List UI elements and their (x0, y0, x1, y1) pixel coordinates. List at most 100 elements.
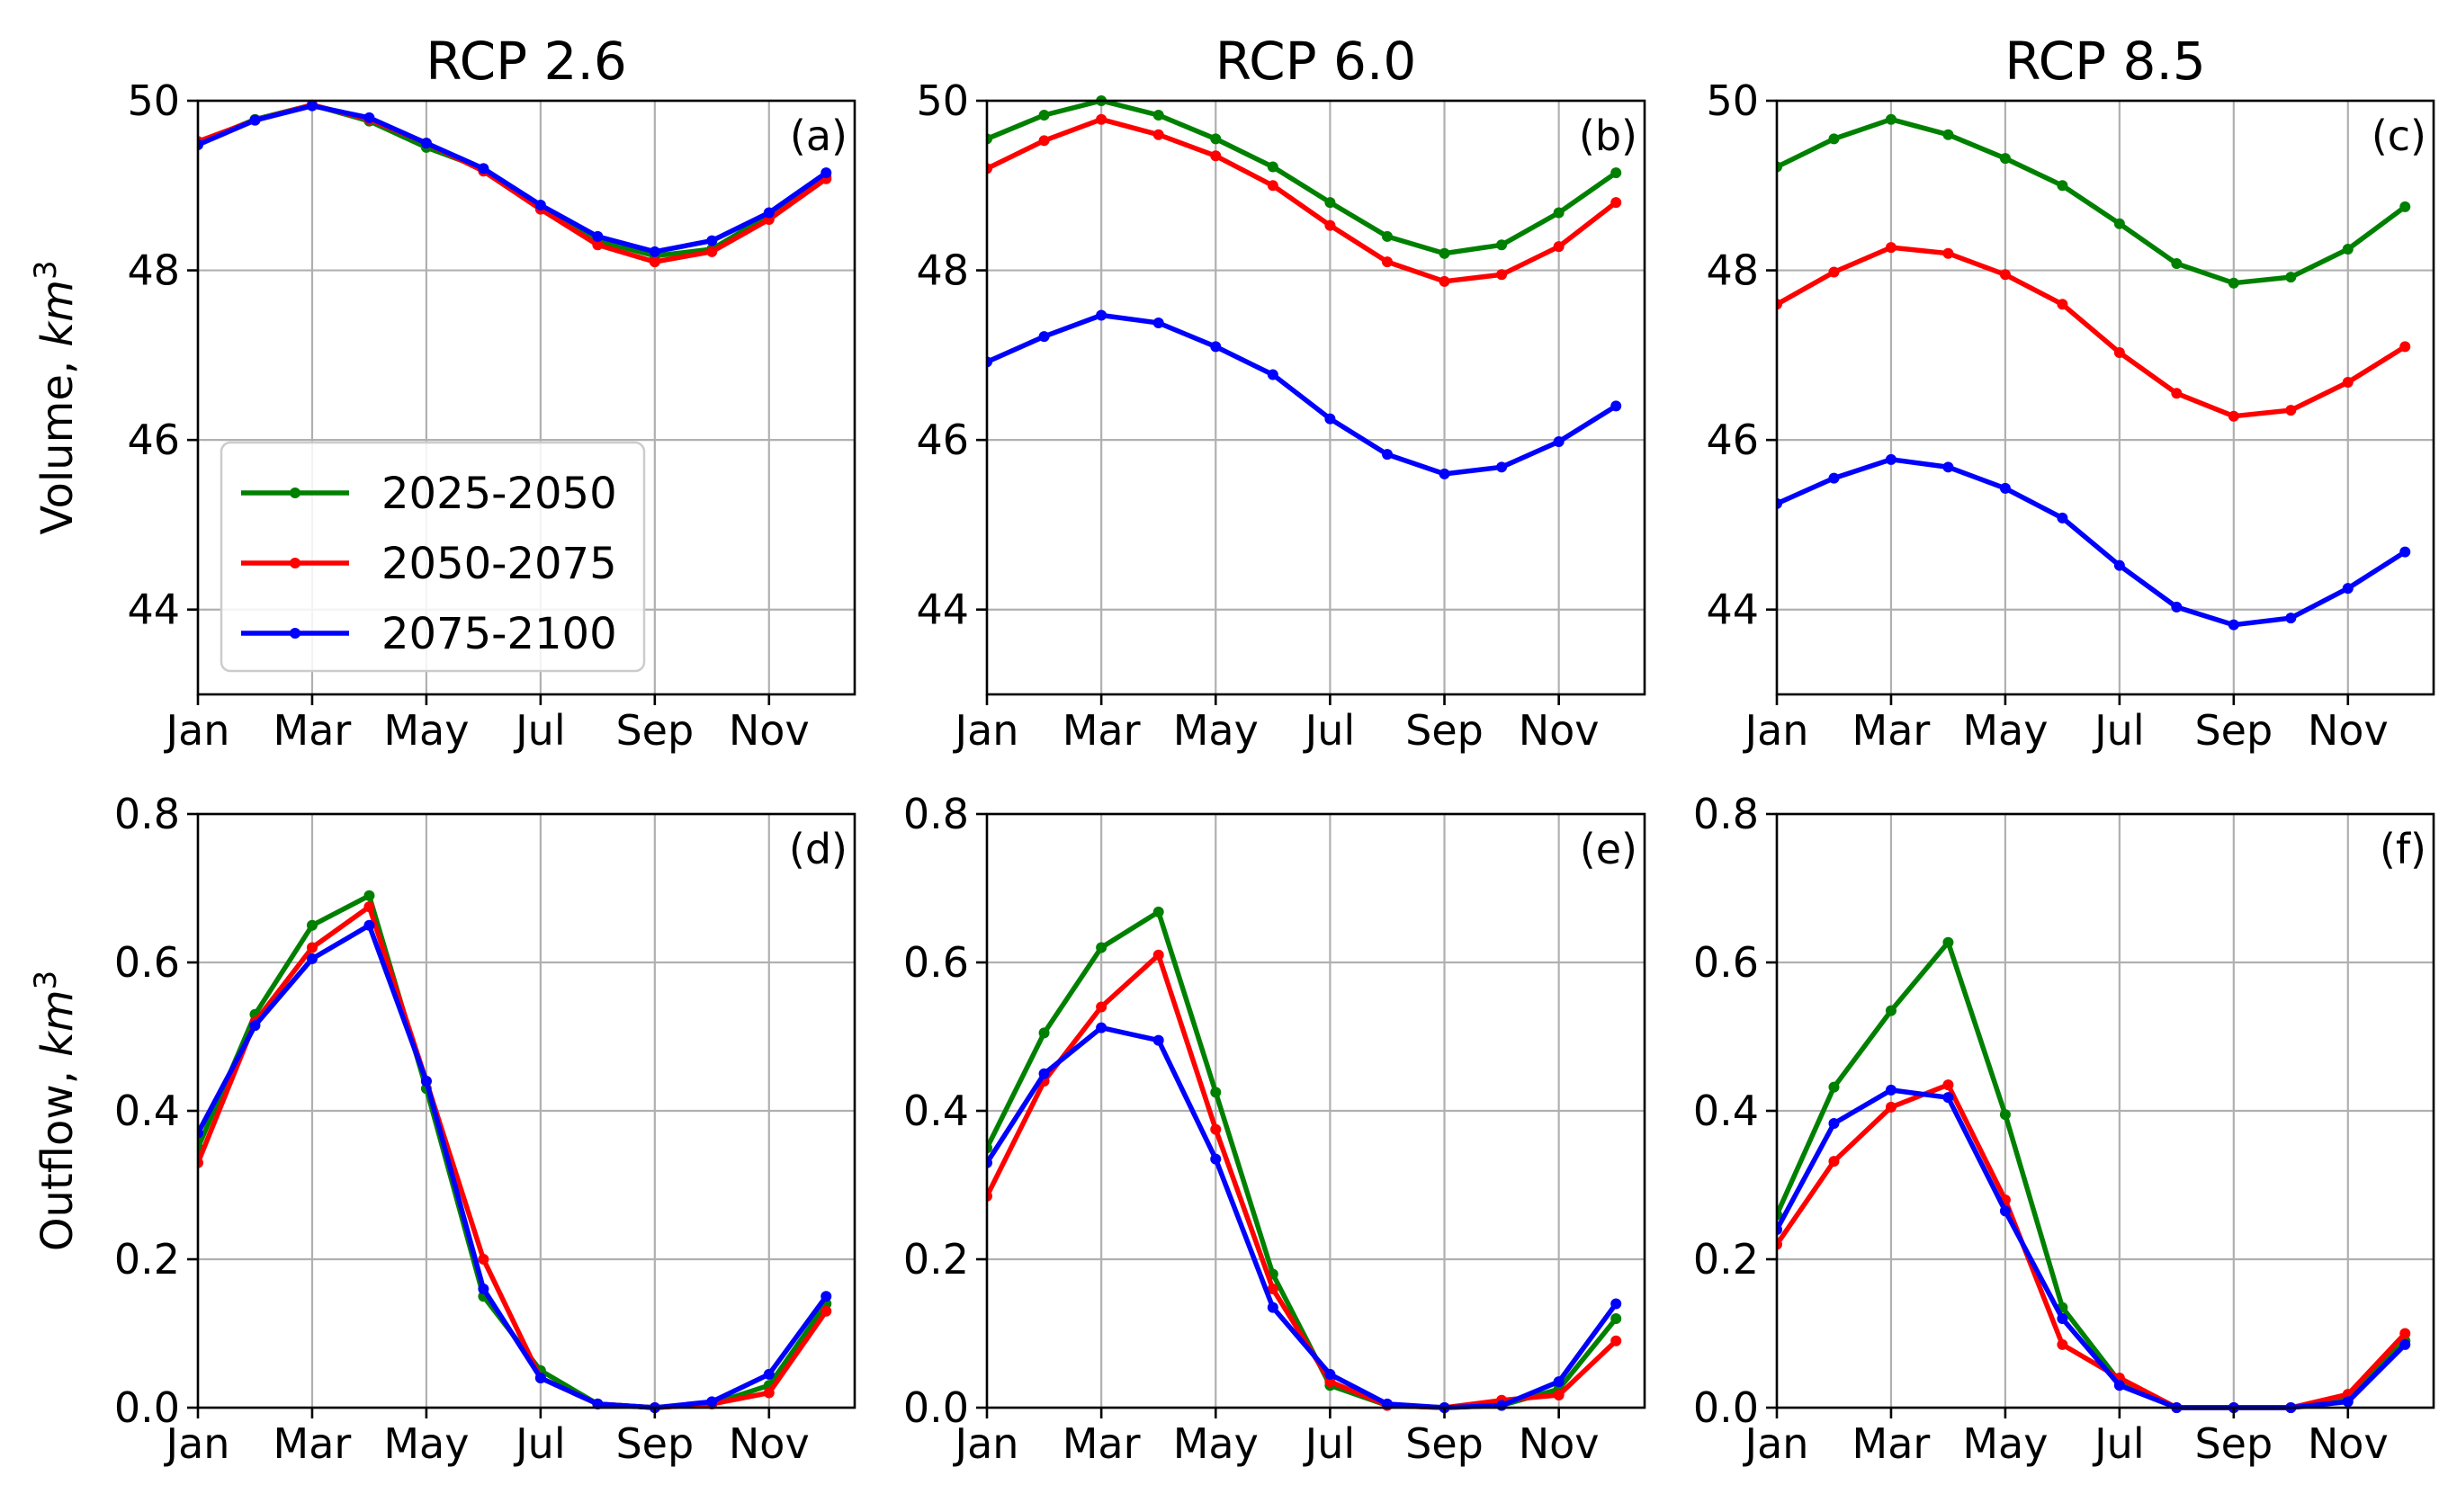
data-point-2075-2100 (1828, 472, 1840, 484)
data-point-2050-2075 (2342, 377, 2354, 389)
data-point-2025-2050 (1885, 113, 1897, 125)
data-point-2050-2075 (478, 1254, 489, 1265)
data-point-2025-2050 (363, 890, 375, 901)
x-tick-label: Jan (953, 1419, 1019, 1468)
y-tick-label: 0.2 (903, 1235, 969, 1284)
data-point-2025-2050 (1828, 1081, 1840, 1093)
y-tick-label: 0.2 (114, 1235, 180, 1284)
y-tick-label: 46 (1706, 416, 1759, 464)
data-point-2050-2075 (2228, 410, 2239, 422)
data-point-2075-2100 (198, 1127, 203, 1139)
data-point-2075-2100 (420, 138, 432, 149)
data-point-2075-2100 (2057, 512, 2068, 523)
data-point-2075-2100 (987, 356, 992, 368)
x-tick-label: Nov (1519, 1419, 1600, 1468)
data-point-2075-2100 (820, 167, 832, 179)
data-point-2075-2100 (820, 1291, 832, 1302)
series-line-2050-2075 (1777, 245, 2407, 419)
x-tick-label: Nov (729, 706, 810, 755)
data-point-2050-2075 (1496, 269, 1508, 281)
data-point-2050-2075 (1828, 266, 1840, 278)
series-group (1777, 936, 2411, 1413)
data-point-2025-2050 (1096, 942, 1107, 953)
data-point-2050-2075 (2285, 405, 2297, 416)
data-point-2050-2075 (1381, 256, 1393, 268)
data-point-2075-2100 (706, 235, 718, 246)
data-point-2050-2075 (1152, 949, 1164, 961)
data-point-2025-2050 (1828, 133, 1840, 145)
data-point-2075-2100 (763, 207, 775, 219)
data-point-2075-2100 (1210, 1153, 1222, 1165)
panel-tag: (e) (1580, 825, 1637, 873)
data-point-2025-2050 (1324, 197, 1336, 209)
x-tick-label: Sep (615, 1419, 694, 1468)
data-point-2075-2100 (706, 1396, 718, 1408)
panel-d: Jan Mar May Jul Sep Nov 0.0 0.2 0.4 0.6 0.8 (d) Outf… (28, 790, 856, 1468)
x-tick-label: May (1173, 1419, 1259, 1468)
data-point-2050-2075 (2057, 299, 2068, 310)
data-point-2075-2100 (198, 139, 203, 151)
panel-e: Jan Mar May Jul Sep Nov 0.0 0.2 0.4 0.6 0.8 (e) (903, 790, 1646, 1468)
data-point-2075-2100 (534, 1373, 546, 1383)
data-point-2025-2050 (1152, 906, 1164, 917)
data-point-2050-2075 (1828, 1156, 1840, 1168)
data-point-2075-2100 (2228, 619, 2239, 631)
data-point-2075-2100 (649, 246, 660, 257)
panel-tag: (d) (789, 825, 847, 873)
data-point-2050-2075 (1553, 241, 1565, 253)
legend: 2025-2050 2050-2075 2075-2100 (220, 441, 646, 673)
data-point-2050-2075 (1267, 1284, 1278, 1294)
y-tick-label: 0.6 (114, 938, 180, 987)
data-point-2050-2075 (1096, 113, 1107, 125)
data-point-2025-2050 (1610, 167, 1622, 179)
x-tick-label: Jan (164, 1419, 230, 1468)
data-point-2075-2100 (2285, 613, 2297, 624)
series-line-2075-2100 (198, 923, 829, 1410)
data-point-2050-2075 (763, 1387, 775, 1399)
data-point-2075-2100 (1553, 1376, 1565, 1388)
y-tick-label: 0.0 (114, 1383, 180, 1432)
data-point-2075-2100 (534, 199, 546, 210)
data-point-2075-2100 (2399, 1338, 2411, 1350)
y-tick-label: 50 (916, 76, 969, 125)
panel-f: Jan Mar May Jul Sep Nov 0.0 0.2 0.4 0.6 0.8 (f) (1693, 790, 2435, 1468)
data-point-2025-2050 (306, 919, 318, 931)
x-tick-label: Jan (1743, 706, 1809, 755)
data-point-2075-2100 (1610, 400, 1622, 412)
x-tick-label: Jul (513, 706, 566, 755)
data-point-2075-2100 (1828, 1118, 1840, 1130)
data-point-2025-2050 (1885, 1005, 1897, 1016)
data-point-2075-2100 (1885, 453, 1897, 465)
data-point-2025-2050 (2399, 201, 2411, 212)
data-point-2025-2050 (1942, 129, 1954, 140)
legend-label: 2050-2075 (381, 539, 617, 589)
data-point-2025-2050 (1999, 153, 2011, 165)
x-tick-label: Mar (273, 706, 352, 755)
data-point-2050-2075 (1777, 299, 1782, 310)
data-point-2050-2075 (592, 239, 604, 251)
data-point-2050-2075 (1610, 197, 1622, 209)
panel-title: RCP 6.0 (1215, 31, 1417, 92)
data-point-2025-2050 (1610, 1313, 1622, 1324)
data-point-2050-2075 (1942, 1079, 1954, 1091)
data-point-2075-2100 (249, 1020, 261, 1032)
data-point-2025-2050 (987, 133, 992, 145)
data-point-2050-2075 (1610, 1335, 1622, 1346)
data-point-2075-2100 (1381, 449, 1393, 461)
panel-tag: (c) (2372, 112, 2426, 160)
data-point-2075-2100 (1267, 369, 1278, 380)
data-point-2025-2050 (1496, 239, 1508, 251)
data-point-2075-2100 (2113, 559, 2125, 571)
data-point-2050-2075 (2399, 341, 2411, 353)
y-tick-label: 0.0 (1693, 1383, 1759, 1432)
data-point-2050-2075 (987, 1190, 992, 1202)
data-point-2075-2100 (420, 1076, 432, 1087)
data-point-2075-2100 (1038, 1068, 1050, 1079)
x-tick-label: Sep (1405, 706, 1484, 755)
legend-label: 2075-2100 (381, 609, 617, 659)
data-point-2025-2050 (1381, 230, 1393, 242)
data-point-2050-2075 (2057, 1338, 2068, 1350)
data-point-2075-2100 (2113, 1380, 2125, 1391)
legend-marker-2075-2100 (290, 628, 300, 639)
